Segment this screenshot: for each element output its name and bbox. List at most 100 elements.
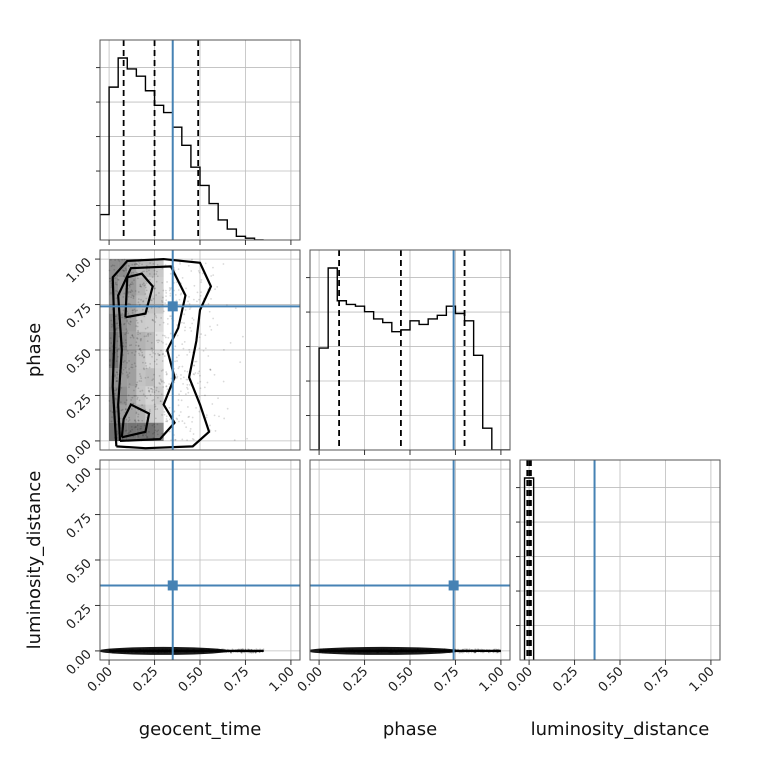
- scatter-point: [206, 381, 209, 384]
- scatter-point: [116, 380, 119, 382]
- scatter-point: [180, 374, 182, 376]
- scatter-point: [161, 432, 164, 435]
- scatter-point: [121, 408, 124, 411]
- scatter-point: [165, 385, 168, 387]
- scatter-point: [179, 411, 182, 413]
- scatter-point: [127, 295, 130, 298]
- scatter-point: [252, 651, 254, 654]
- scatter-point: [133, 354, 136, 356]
- scatter-point: [196, 382, 199, 385]
- scatter-point: [152, 319, 155, 322]
- density-cell: [118, 295, 128, 314]
- scatter-point: [141, 308, 144, 311]
- scatter-point: [111, 264, 114, 267]
- scatter-point: [122, 275, 125, 277]
- scatter-point: [190, 270, 193, 272]
- scatter-point: [137, 329, 139, 332]
- scatter-point: [137, 387, 140, 390]
- scatter-point: [116, 283, 118, 286]
- scatter-point: [240, 651, 243, 654]
- scatter-point: [125, 269, 127, 272]
- scatter-point: [192, 438, 195, 441]
- scatter-point: [130, 366, 133, 369]
- scatter-point: [123, 360, 126, 362]
- scatter-point: [145, 282, 148, 285]
- scatter-point: [133, 362, 136, 365]
- scatter-point: [131, 335, 134, 338]
- scatter-point: [234, 307, 237, 310]
- scatter-point: [144, 286, 147, 289]
- scatter-point: [162, 353, 165, 355]
- scatter-point: [186, 383, 189, 386]
- density-cell: [127, 368, 137, 387]
- scatter-point: [131, 294, 134, 297]
- scatter-point: [132, 271, 135, 274]
- scatter-point: [110, 420, 113, 423]
- scatter-point: [155, 339, 158, 342]
- scatter-point: [181, 365, 184, 368]
- scatter-point: [154, 287, 157, 290]
- scatter-point: [146, 326, 149, 329]
- scatter-point: [137, 419, 140, 422]
- scatter-point: [155, 389, 158, 392]
- scatter-point: [137, 333, 139, 336]
- scatter-point: [143, 315, 146, 318]
- scatter-point: [177, 404, 180, 407]
- scatter-point: [216, 324, 219, 326]
- scatter-point: [477, 648, 480, 651]
- scatter-point: [174, 345, 177, 348]
- scatter-point: [132, 297, 135, 300]
- scatter-point: [183, 422, 186, 425]
- scatter-point: [109, 280, 112, 283]
- scatter-point: [115, 377, 118, 379]
- density-cell: [154, 386, 164, 405]
- scatter-point: [159, 378, 162, 381]
- scatter-point: [161, 300, 163, 302]
- scatter-point: [140, 298, 142, 301]
- scatter-point: [127, 292, 130, 294]
- scatter-point: [178, 298, 181, 301]
- density-cell: [145, 386, 155, 405]
- scatter-point: [135, 341, 138, 344]
- scatter-point: [201, 272, 204, 275]
- scatter-point: [165, 415, 168, 418]
- scatter-point: [155, 273, 158, 275]
- scatter-point: [162, 386, 165, 388]
- scatter-point: [157, 354, 160, 357]
- x-tick-label: 1.00: [687, 664, 718, 695]
- scatter-point: [200, 281, 203, 284]
- scatter-point: [127, 290, 130, 293]
- scatter-point: [113, 264, 116, 267]
- scatter-point: [226, 407, 229, 410]
- scatter-point: [149, 394, 152, 396]
- scatter-point: [140, 380, 143, 383]
- scatter-point: [121, 258, 124, 261]
- x-tick-label: 0.00: [505, 664, 536, 695]
- scatter-point: [230, 651, 233, 654]
- scatter-point: [186, 353, 189, 356]
- scatter-point: [145, 335, 148, 338]
- scatter-point: [177, 289, 180, 291]
- scatter-point: [165, 343, 168, 346]
- scatter-point: [137, 413, 140, 416]
- scatter-point: [179, 377, 182, 380]
- scatter-point: [193, 364, 196, 367]
- scatter-point: [131, 351, 133, 354]
- scatter-point: [208, 310, 211, 313]
- scatter-point: [127, 420, 130, 423]
- scatter-point: [150, 307, 153, 309]
- scatter-point: [148, 408, 151, 411]
- scatter-point: [124, 408, 127, 411]
- scatter-point: [142, 300, 144, 303]
- scatter-point: [195, 407, 197, 409]
- density-cell: [118, 331, 128, 350]
- scatter-point: [148, 366, 151, 369]
- scatter-point: [209, 368, 212, 371]
- scatter-point: [175, 417, 178, 420]
- scatter-point: [181, 276, 184, 279]
- x-tick-label: 0.75: [221, 664, 252, 695]
- scatter-point: [169, 332, 172, 335]
- scatter-point: [152, 373, 155, 376]
- density-cell: [154, 368, 164, 387]
- scatter-point: [166, 420, 169, 423]
